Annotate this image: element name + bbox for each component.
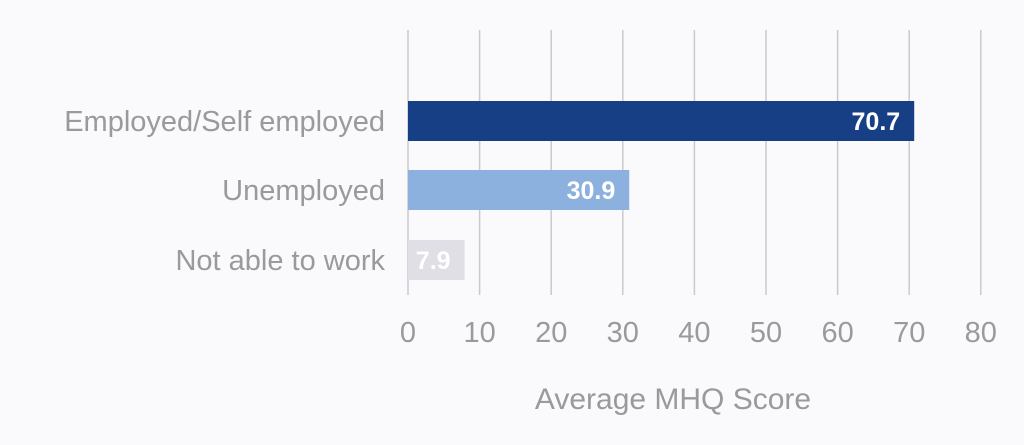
x-tick-label: 0: [400, 317, 416, 349]
x-tick-label: 40: [678, 317, 710, 349]
x-tick-label: 70: [893, 317, 925, 349]
x-tick-label: 80: [965, 317, 997, 349]
bar-3: [408, 240, 465, 280]
category-label: Unemployed: [222, 175, 385, 207]
bar-value-label: 7.9: [416, 247, 451, 275]
x-tick-label: 50: [750, 317, 782, 349]
bars: 70.7 30.9 7.9: [408, 101, 915, 280]
bar-value-label: 70.7: [852, 108, 901, 136]
category-label: Not able to work: [175, 245, 385, 277]
x-axis-ticks: 0 10 20 30 40 50 60 70 80: [400, 317, 997, 349]
bar-2: [408, 170, 630, 210]
bar-value-label: 30.9: [567, 177, 616, 205]
bar-1: [408, 101, 915, 141]
x-axis-title: Average MHQ Score: [535, 383, 811, 416]
x-tick-label: 10: [463, 317, 495, 349]
gridlines: [407, 30, 982, 295]
x-tick-label: 30: [607, 317, 639, 349]
category-labels: Employed/Self employed Unemployed Not able…: [64, 106, 385, 277]
x-tick-label: 20: [535, 317, 567, 349]
x-tick-label: 60: [821, 317, 853, 349]
category-label: Employed/Self employed: [64, 106, 385, 138]
